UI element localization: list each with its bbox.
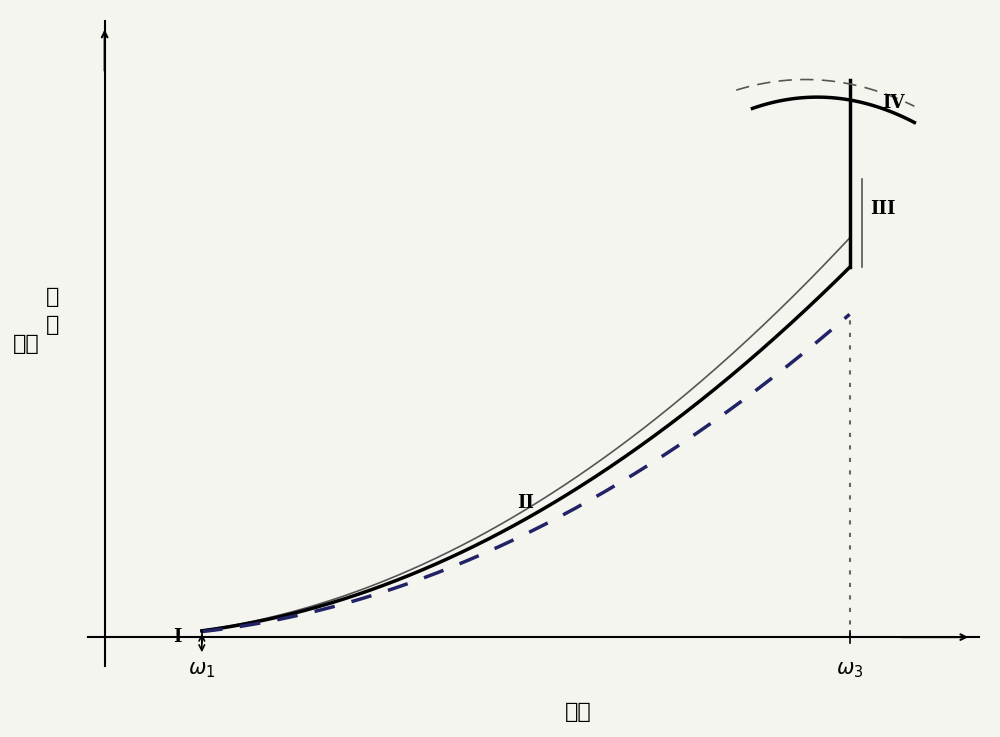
Text: $\omega_1$: $\omega_1$	[188, 660, 215, 680]
Text: II: II	[517, 494, 534, 511]
Text: 转
矩: 转 矩	[46, 287, 60, 335]
Text: III: III	[870, 200, 895, 217]
Text: 转矩: 转矩	[13, 334, 39, 354]
Text: IV: IV	[882, 94, 904, 112]
Text: I: I	[173, 628, 182, 646]
Text: 转速: 转速	[565, 702, 592, 722]
Text: $\omega_3$: $\omega_3$	[836, 660, 863, 680]
